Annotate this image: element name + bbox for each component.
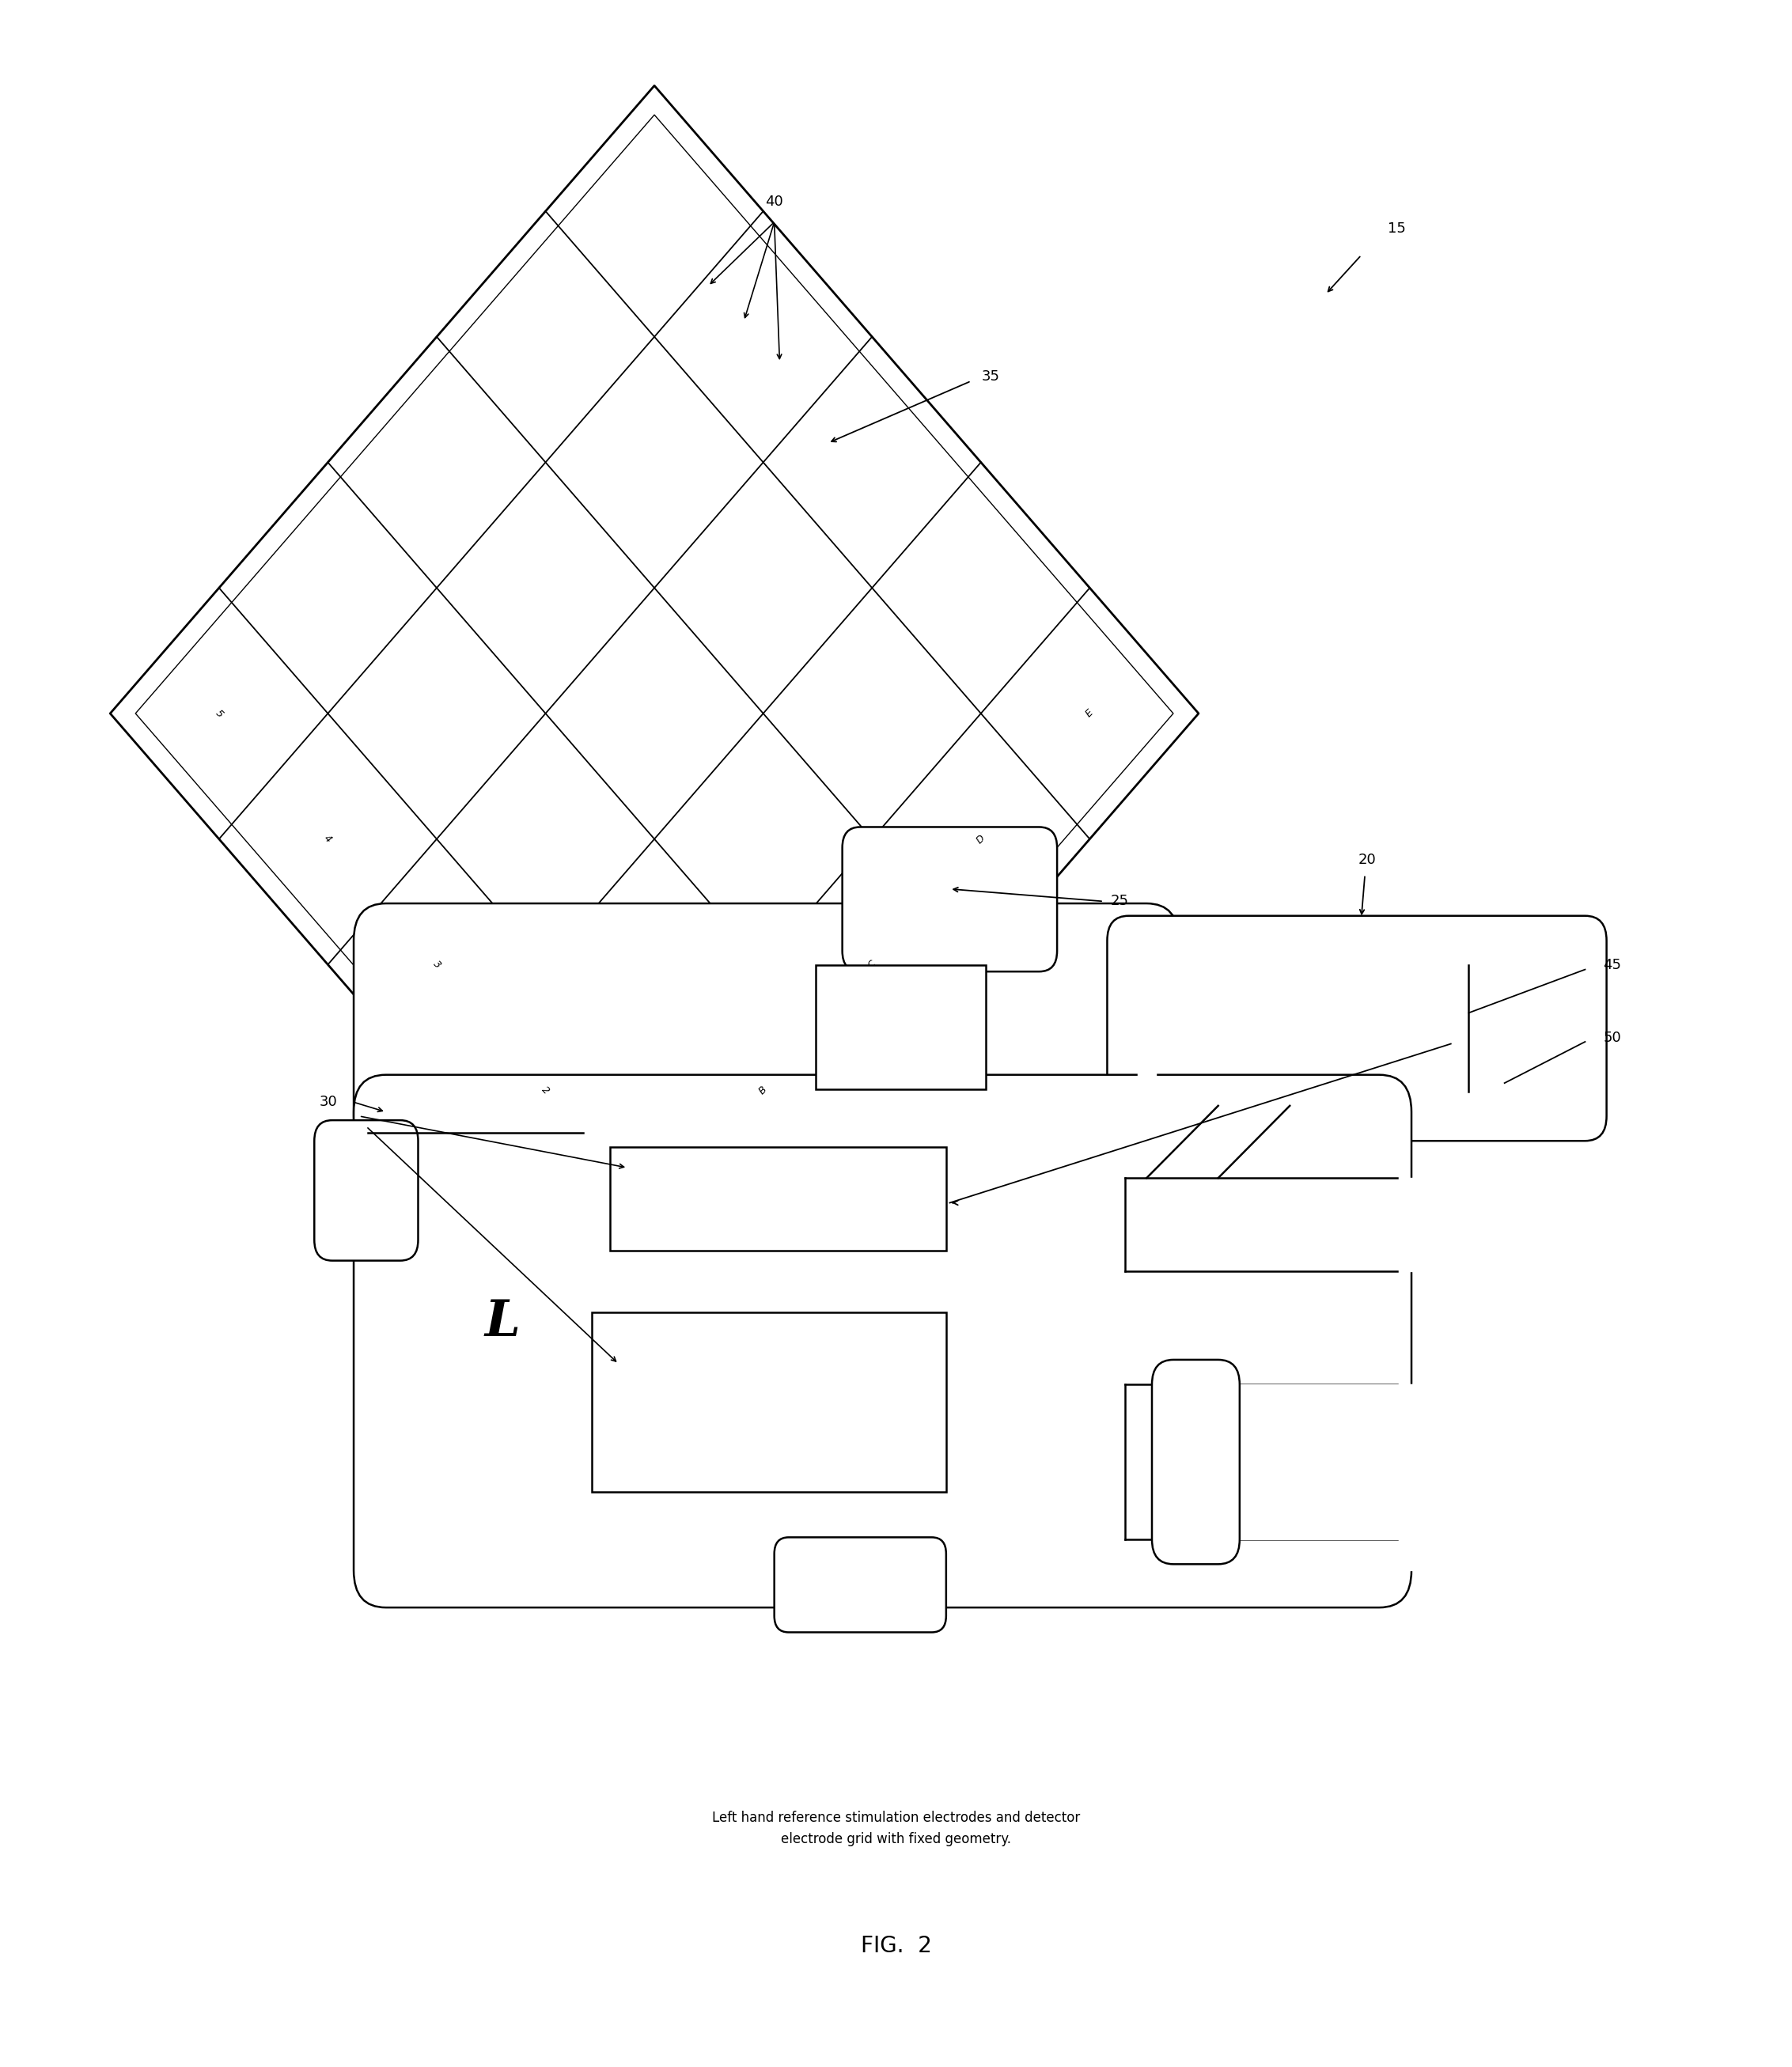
Text: C: C <box>866 959 878 971</box>
Text: 50: 50 <box>1604 1031 1622 1044</box>
Polygon shape <box>426 1096 1106 1118</box>
Text: FIG.  2: FIG. 2 <box>860 1935 932 1957</box>
Text: Left hand reference stimulation electrodes and detector
electrode grid with fixe: Left hand reference stimulation electrod… <box>711 1811 1081 1846</box>
FancyBboxPatch shape <box>314 1120 418 1261</box>
Text: 2: 2 <box>539 1085 552 1096</box>
Text: A: A <box>649 1209 661 1222</box>
Text: 15: 15 <box>1389 221 1407 236</box>
Text: B: B <box>758 1083 769 1096</box>
Text: 3: 3 <box>430 959 443 969</box>
Polygon shape <box>1125 1385 1416 1571</box>
Text: 30: 30 <box>319 1096 337 1108</box>
Polygon shape <box>1138 947 1156 1110</box>
Polygon shape <box>1210 1385 1416 1540</box>
Text: L: L <box>484 1298 520 1348</box>
FancyBboxPatch shape <box>842 827 1057 971</box>
FancyBboxPatch shape <box>353 1075 1412 1608</box>
Bar <box>591 1313 946 1492</box>
Text: D: D <box>975 833 987 845</box>
Text: 25: 25 <box>1111 895 1129 909</box>
Text: 4: 4 <box>323 833 333 845</box>
Polygon shape <box>869 920 1030 945</box>
FancyBboxPatch shape <box>353 903 1179 1153</box>
FancyBboxPatch shape <box>1107 916 1607 1141</box>
Text: 40: 40 <box>765 194 783 209</box>
Text: 35: 35 <box>982 370 1000 384</box>
Text: 20: 20 <box>1358 854 1376 868</box>
FancyBboxPatch shape <box>1152 1360 1240 1565</box>
Text: 5: 5 <box>213 707 224 719</box>
Text: 45: 45 <box>1604 959 1622 971</box>
Polygon shape <box>1125 1178 1416 1271</box>
Text: E: E <box>1084 707 1095 719</box>
Text: 1: 1 <box>649 1209 659 1222</box>
Polygon shape <box>796 1561 925 1577</box>
FancyBboxPatch shape <box>774 1538 946 1633</box>
Bar <box>815 965 986 1089</box>
Polygon shape <box>378 1166 394 1215</box>
Bar <box>609 1147 946 1251</box>
